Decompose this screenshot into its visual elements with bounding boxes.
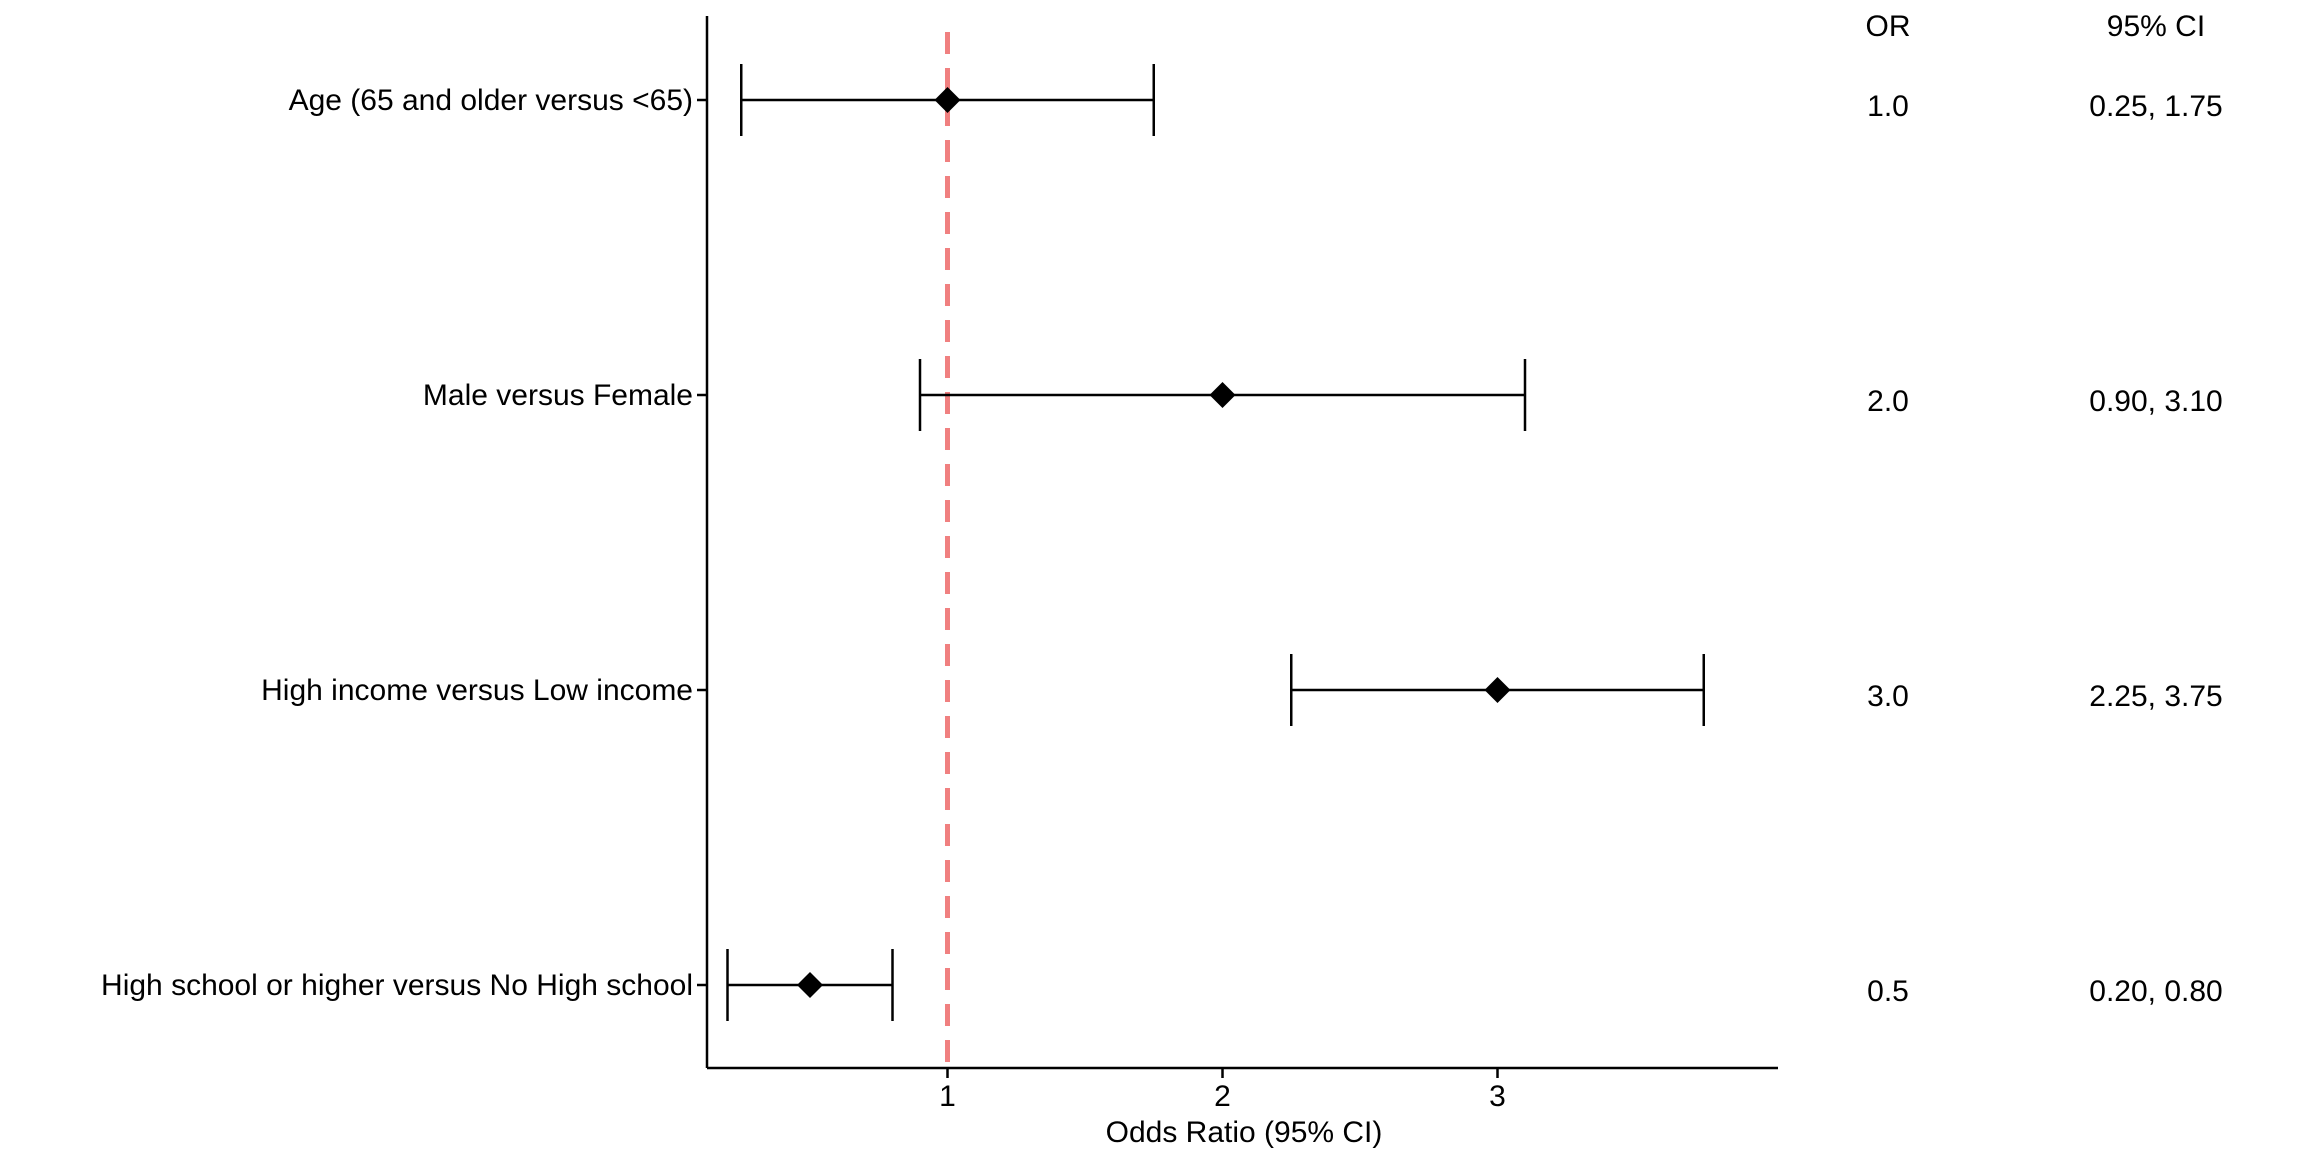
row-label: Male versus Female	[423, 379, 693, 412]
row-label: High school or higher versus No High sch…	[101, 969, 693, 1002]
x-tick-label: 3	[1489, 1080, 1506, 1113]
row-label: High income versus Low income	[261, 674, 693, 707]
ci-column-header: 95% CI	[2107, 10, 2205, 43]
ci-value: 0.90, 3.10	[2089, 385, 2222, 418]
row-label: Age (65 and older versus <65)	[289, 84, 693, 117]
ci-value: 0.25, 1.75	[2089, 90, 2222, 123]
or-point-marker	[1209, 382, 1236, 408]
x-tick-label: 1	[939, 1080, 956, 1113]
ci-value: 2.25, 3.75	[2089, 680, 2222, 713]
or-column-header: OR	[1866, 10, 1911, 43]
plot-area: 1 2 3 Age (65 and older versus <65) 1.0 0.25,…	[101, 16, 2223, 1113]
ci-value: 0.20, 0.80	[2089, 975, 2222, 1008]
or-value: 0.5	[1867, 975, 1909, 1008]
or-value: 1.0	[1867, 90, 1909, 123]
x-axis-title: Odds Ratio (95% CI)	[1106, 1116, 1383, 1149]
or-point-marker	[934, 87, 961, 113]
or-point-marker	[1484, 677, 1511, 703]
or-point-marker	[797, 972, 823, 998]
x-tick-label: 2	[1214, 1080, 1231, 1113]
or-value: 3.0	[1867, 680, 1909, 713]
or-value: 2.0	[1867, 385, 1909, 418]
